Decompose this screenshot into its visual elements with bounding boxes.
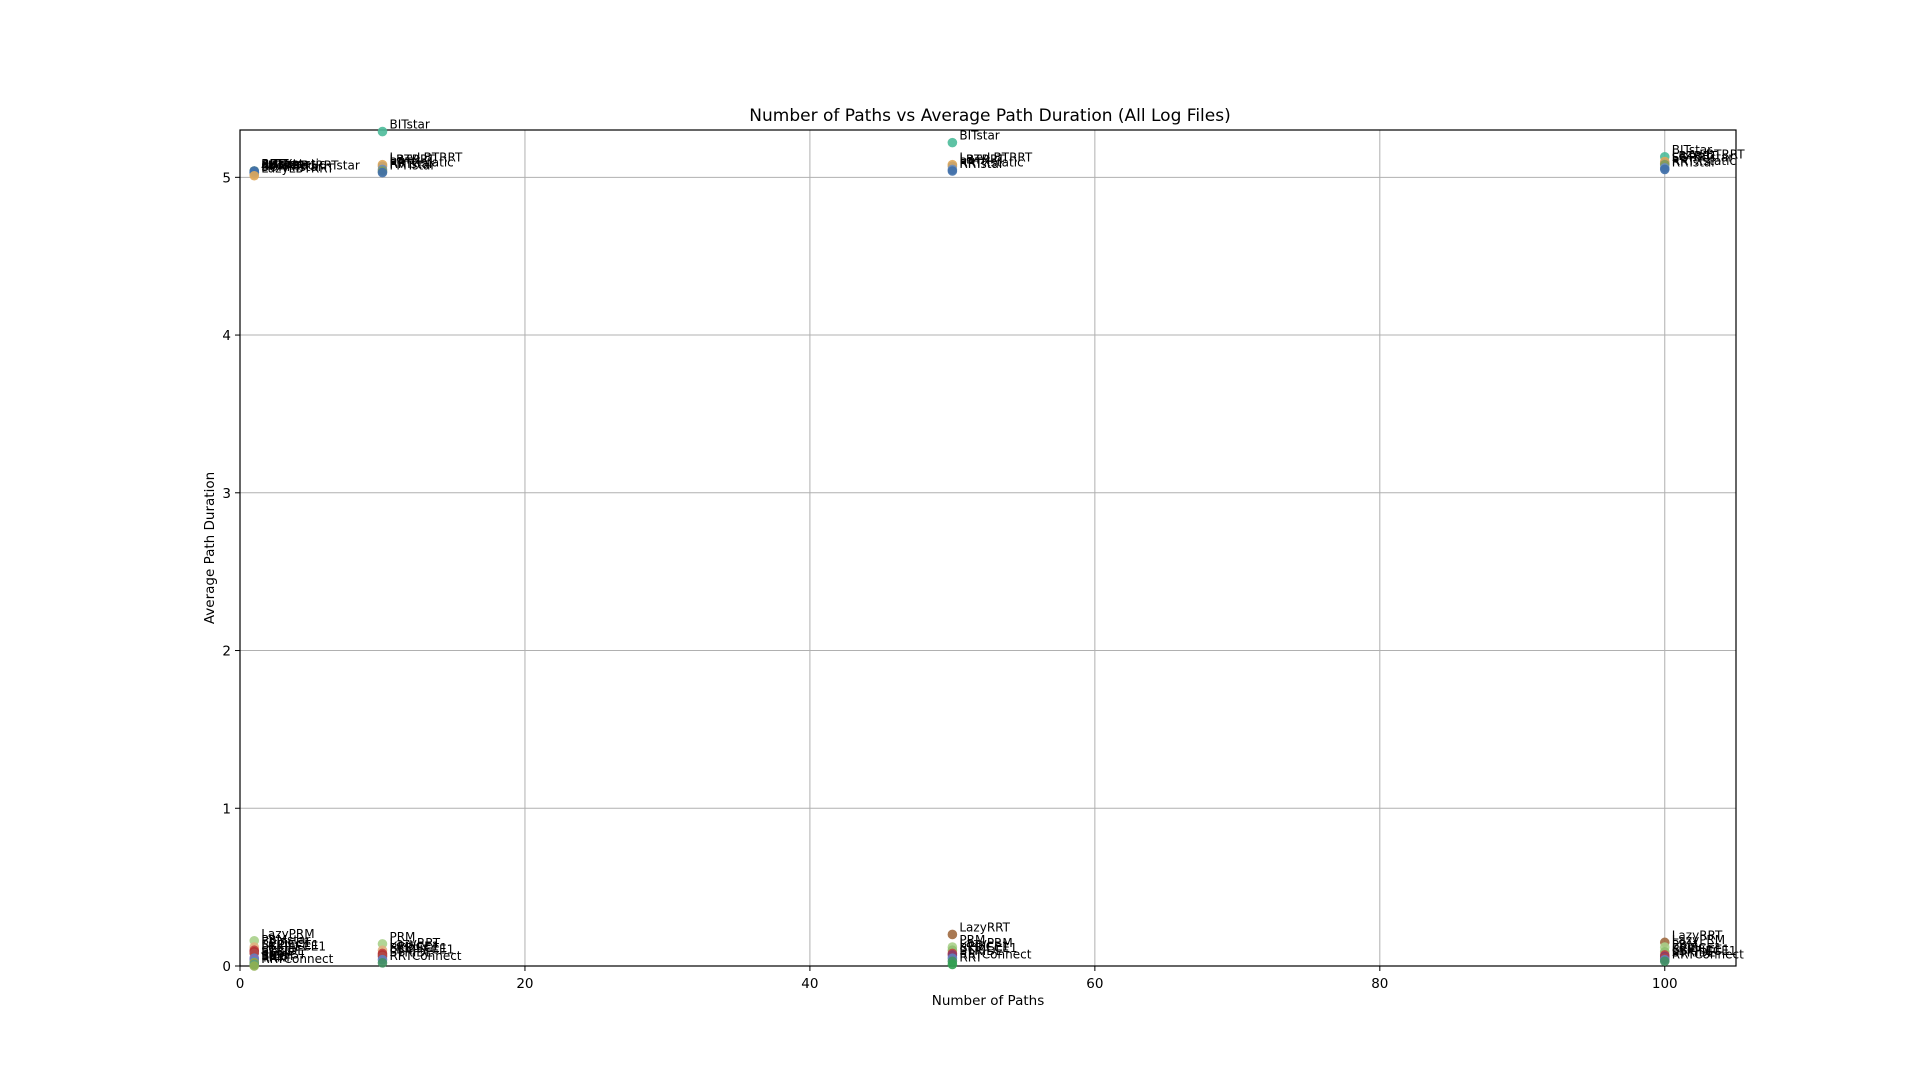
data-point-label: BITstar [261,157,301,171]
y-tick-label: 0 [222,959,231,975]
data-point-label: FMTstar [389,159,435,173]
data-point-label: LazyPRM [1672,933,1725,947]
data-point-label: STRIDE [959,944,1003,958]
data-point-label: RRTstar [1672,155,1716,169]
y-tick-label: 2 [222,644,231,660]
data-point-label: PRM [1672,938,1698,952]
data-point-label: LazyRRT [959,920,1010,934]
data-points [249,126,1670,971]
y-tick-label: 5 [222,170,231,186]
data-point [947,959,958,970]
y-tick-label: 3 [222,486,231,502]
data-point-label: STRIDE [261,944,305,958]
data-point-label: InformedRRTstar [261,159,360,173]
data-point-label: RRTXstatic [959,155,1023,169]
data-point-label: LazyRRT [389,936,440,950]
data-point-label: LBTRRT [1672,149,1718,163]
data-point-label: KPIECE1 [389,939,439,953]
data-point-labels: BITstarABITstarInformedRRTstarRRTstarSOR… [260,118,1745,966]
y-axis-label: Average Path Duration [202,472,218,624]
data-point-label: RRTXstatic [389,155,453,169]
data-point-label: KPIECE1 [1672,941,1722,955]
x-tick-label: 100 [1652,976,1678,992]
y-tick-label: 4 [222,328,231,344]
data-point-label: RRT [261,950,285,964]
data-point-label: LBTRRT [389,152,435,166]
data-point-label: RRTstar [959,157,1003,171]
data-point [947,137,958,148]
data-point-label: FMT [261,159,286,173]
data-point-label: STRIDE [389,946,433,960]
data-point-label: RRT [959,950,983,964]
data-point-label: LazyLBTRRT [389,151,462,165]
data-point-label: PDST [261,946,293,960]
data-point-label: KPIECE1 [959,939,1009,953]
data-point-label: BKPIECE1 [1672,943,1730,957]
data-point [377,958,388,968]
x-tick-label: 40 [801,976,818,992]
data-point-label: PRM [959,933,985,947]
data-point-label: LazyRRT [1672,928,1723,942]
data-point-label: TRRT [260,950,292,964]
data-point-label: LBTRRT [261,159,307,173]
data-point-label: RRTXstatic [1672,154,1736,168]
y-tick-label: 1 [222,801,231,817]
data-point [1659,164,1670,175]
data-point [947,929,958,940]
data-point-label: LazyLBTRRT [959,151,1032,165]
data-point-label: LazyLBTRRT [1672,148,1745,162]
data-point-label: LBKPIECE1 [1672,944,1737,958]
data-point-label: PRM [389,930,415,944]
data-point-label: PRMstar [261,933,310,947]
data-point-label: LBTRRT [959,152,1005,166]
data-point-label: RRTConnect [261,952,333,966]
data-point-label: LBKPIECE1 [389,943,454,957]
grid [239,130,1736,967]
data-point [377,167,388,178]
data-point-label: SORRTstar [1672,151,1734,165]
data-point-label: LBKPIECE1 [261,939,326,953]
data-point-label: BITstar [959,129,999,143]
data-point-label: SBL [261,949,284,963]
data-point-label: SORRTstar [261,160,323,174]
data-point-label: BITstar [1672,143,1712,157]
x-tick-label: 80 [1371,976,1388,992]
axis-ticks: 0 20 40 60 80 100 0 1 2 3 4 5 [222,170,1677,992]
data-point-label: BKPIECE1 [261,938,319,952]
x-axis-label: Number of Paths [932,993,1045,1009]
data-point-label: LazyPRM [959,936,1012,950]
data-point-label: RRTConnect [389,949,461,963]
data-point-label: BKPIECE1 [959,941,1017,955]
x-tick-label: 0 [236,976,245,992]
data-point-label: RRTstar [389,157,433,171]
data-point-label: ABITstar [261,157,310,171]
plot-frame [239,129,1737,967]
data-point-label: RRTstar [261,159,305,173]
data-point-label: BITstar [389,118,429,132]
data-point-label: LazyLBTRRT [261,162,334,176]
data-point-label: RRTXstatic [261,157,325,171]
data-point-label: ProjEST [261,947,307,961]
data-point-label: LazyPRM [261,927,314,941]
data-point-label: BiEST [261,949,296,963]
chart-title: Number of Paths vs Average Path Duration… [749,106,1230,126]
data-point-label: STRIDE [1672,946,1716,960]
data-point [1659,956,1670,967]
data-point-label: RRTConnect [1672,947,1744,961]
data-point [947,166,958,176]
x-tick-label: 20 [516,976,533,992]
x-tick-label: 60 [1086,976,1103,992]
data-point-label: BKPIECE1 [389,941,447,955]
data-point-label: KPIECE1 [261,936,311,950]
data-point [249,170,260,181]
data-point [249,961,260,971]
data-point-label: RRTConnect [959,947,1031,961]
data-point [377,126,388,137]
